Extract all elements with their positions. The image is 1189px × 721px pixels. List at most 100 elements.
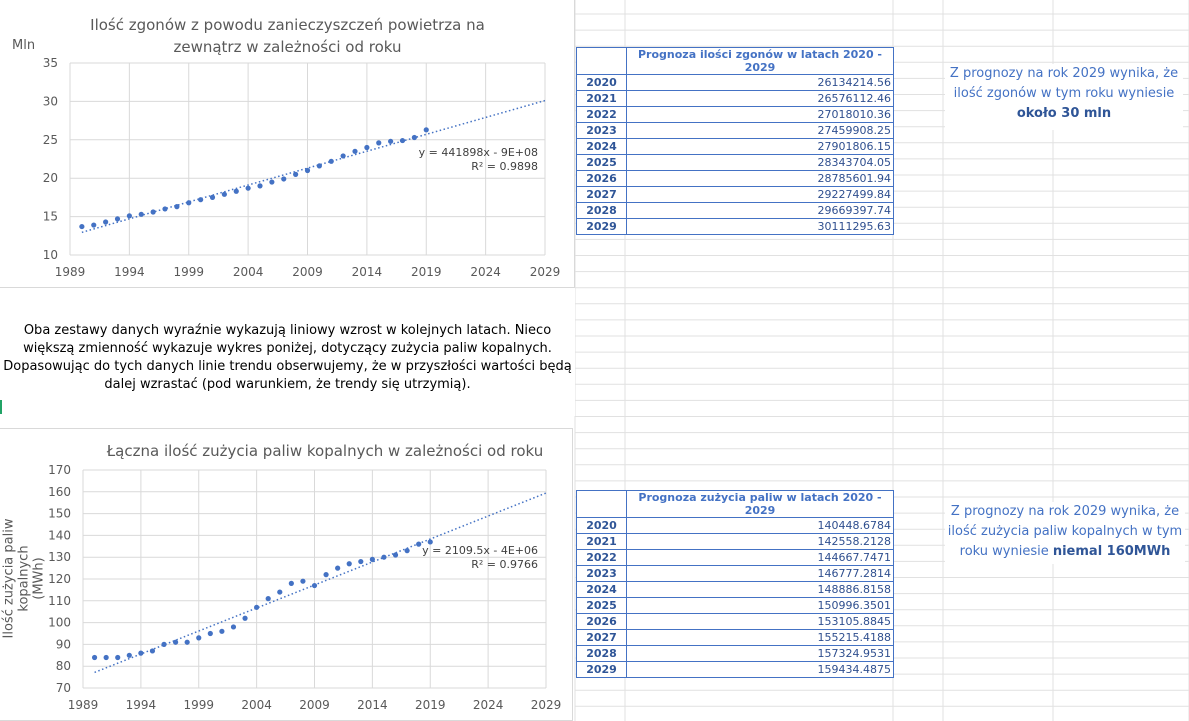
deaths-forecast-body: 2020 26134214.56 2021 26576112.46 2022 270180…	[576, 74, 894, 235]
deaths-conclusion-note[interactable]: Z prognozy na rok 2029 wynika, że ilość …	[945, 64, 1183, 130]
year-cell[interactable]: 2021	[576, 90, 627, 107]
year-cell[interactable]: 2028	[576, 645, 627, 662]
fuel-data-point	[103, 654, 109, 661]
deaths-data-point	[269, 179, 275, 185]
deaths-data-point	[340, 153, 346, 159]
fuel-chart-title: Łączna ilość zużycia paliw kopalnych w z…	[106, 442, 544, 460]
fuel-data-point	[230, 624, 237, 630]
year-cell[interactable]: 2023	[576, 122, 627, 139]
value-cell[interactable]: 142558.2128	[626, 533, 894, 550]
analysis-line-2: większą zmienność wykazuje wykres poniże…	[23, 341, 552, 356]
year-cell[interactable]: 2027	[576, 186, 627, 203]
year-cell[interactable]: 2029	[576, 218, 627, 235]
deaths-chart[interactable]	[0, 0, 575, 288]
year-cell[interactable]: 2024	[576, 581, 627, 598]
fuel-r-squared: R² = 0.9766	[471, 558, 538, 571]
year-cell[interactable]: 2021	[576, 533, 627, 550]
year-cell[interactable]: 2024	[576, 138, 627, 155]
value-cell[interactable]: 27901806.15	[626, 138, 894, 155]
year-cell[interactable]: 2023	[576, 565, 627, 582]
value-cell[interactable]: 27459908.25	[626, 122, 894, 139]
year-cell[interactable]: 2020	[576, 517, 627, 534]
analysis-line-3: Dopasowując do tych danych linie trendu …	[3, 359, 572, 374]
year-cell[interactable]: 2022	[576, 549, 627, 566]
fuel-data-point	[358, 558, 364, 565]
deaths-chart-y-unit: Mln	[12, 38, 36, 53]
fuel-data-point	[288, 580, 294, 586]
note2-bold: niemal 160MWh	[1052, 544, 1171, 559]
value-cell[interactable]: 30111295.63	[626, 218, 894, 235]
value-cell[interactable]: 140448.6784	[626, 517, 894, 534]
fuel-data-point	[149, 648, 156, 654]
deaths-trend-equation: y = 441898x - 9E+08	[419, 146, 538, 159]
fuel-x-tick-label: 2014	[357, 698, 388, 712]
value-cell[interactable]: 155215.4188	[626, 629, 894, 646]
table-row: 2024 27901806.15	[576, 138, 894, 155]
value-cell[interactable]: 29669397.74	[626, 202, 894, 219]
deaths-data-point	[221, 191, 227, 197]
deaths-data-point	[376, 140, 382, 146]
fuel-data-point	[242, 615, 248, 621]
fuel-data-point	[311, 582, 318, 589]
fuel-y-tick-label: 120	[48, 572, 71, 586]
fuel-data-point	[219, 628, 225, 634]
year-cell[interactable]: 2025	[576, 597, 627, 614]
fuel-x-tick-label: 2024	[473, 698, 504, 712]
year-cell[interactable]: 2025	[576, 154, 627, 171]
table-corner-cell[interactable]	[576, 47, 627, 75]
year-cell[interactable]: 2026	[576, 170, 627, 187]
fuel-data-point	[346, 561, 352, 567]
value-cell[interactable]: 150996.3501	[626, 597, 894, 614]
value-cell[interactable]: 28343704.05	[626, 154, 894, 171]
deaths-data-point	[186, 200, 192, 206]
deaths-data-point	[293, 171, 299, 177]
fuel-x-tick-label: 2029	[531, 698, 562, 712]
deaths-data-point	[114, 216, 121, 222]
fuel-data-point	[254, 604, 260, 610]
table-row: 2029 30111295.63	[576, 218, 894, 235]
value-cell[interactable]: 28785601.94	[626, 170, 894, 187]
analysis-line-1: Oba zestawy danych wyraźnie wykazują lin…	[23, 323, 552, 338]
value-cell[interactable]: 144667.7471	[626, 549, 894, 566]
year-cell[interactable]: 2028	[576, 202, 627, 219]
year-cell[interactable]: 2020	[576, 74, 627, 91]
fuel-x-tick-label: 2004	[241, 698, 272, 712]
note1-bold: około 30 mln	[1016, 106, 1112, 121]
year-cell[interactable]: 2029	[576, 661, 627, 678]
fuel-data-point	[265, 596, 271, 602]
year-cell[interactable]: 2026	[576, 613, 627, 630]
deaths-chart-plot[interactable]: 10 15 20 25 30 35 1989 1994 1999 2004 2009 2014 2019…	[0, 0, 575, 288]
deaths-data-point	[79, 223, 85, 230]
table-row: 2028 29669397.74	[576, 202, 894, 219]
table-header-row: Prognoza zużycia paliw w latach 2020 - 2…	[576, 490, 894, 518]
value-cell[interactable]: 153105.8845	[626, 613, 894, 630]
deaths-x-tick-label: 1999	[173, 265, 204, 279]
deaths-forecast-header[interactable]: Prognoza ilości zgonów w latach 2020 - 2…	[626, 47, 894, 75]
analysis-textbox[interactable]	[0, 288, 575, 416]
value-cell[interactable]: 157324.9531	[626, 645, 894, 662]
deaths-data-point	[209, 194, 216, 200]
value-cell[interactable]: 26576112.46	[626, 90, 894, 107]
fuel-forecast-header[interactable]: Prognoza zużycia paliw w latach 2020 - 2…	[626, 490, 894, 518]
deaths-data-point	[233, 188, 239, 194]
deaths-y-tick-label: 20	[43, 171, 58, 185]
table-corner-cell[interactable]	[576, 490, 627, 518]
deaths-data-point	[91, 222, 97, 228]
fuel-data-point	[323, 572, 329, 578]
analysis-text: Oba zestawy danych wyraźnie wykazują lin…	[2, 322, 573, 394]
year-cell[interactable]: 2027	[576, 629, 627, 646]
fuel-conclusion-note[interactable]: Z prognozy na rok 2029 wynika, że ilość …	[945, 502, 1185, 564]
fuel-data-point	[173, 639, 179, 645]
value-cell[interactable]: 27018010.36	[626, 106, 894, 123]
deaths-data-point	[411, 134, 417, 141]
fuel-data-point	[91, 654, 98, 661]
year-cell[interactable]: 2022	[576, 106, 627, 123]
value-cell[interactable]: 159434.4875	[626, 661, 894, 678]
fuel-x-tick-label: 2019	[415, 698, 446, 712]
value-cell[interactable]: 29227499.84	[626, 186, 894, 203]
value-cell[interactable]: 146777.2814	[626, 565, 894, 582]
value-cell[interactable]: 148886.8158	[626, 581, 894, 598]
fuel-chart-plot[interactable]: 70 80 90 100 110 120 130 140 150 160 170 1989 1994 19…	[0, 428, 575, 721]
table-row: 2021 142558.2128	[576, 533, 894, 550]
value-cell[interactable]: 26134214.56	[626, 74, 894, 91]
